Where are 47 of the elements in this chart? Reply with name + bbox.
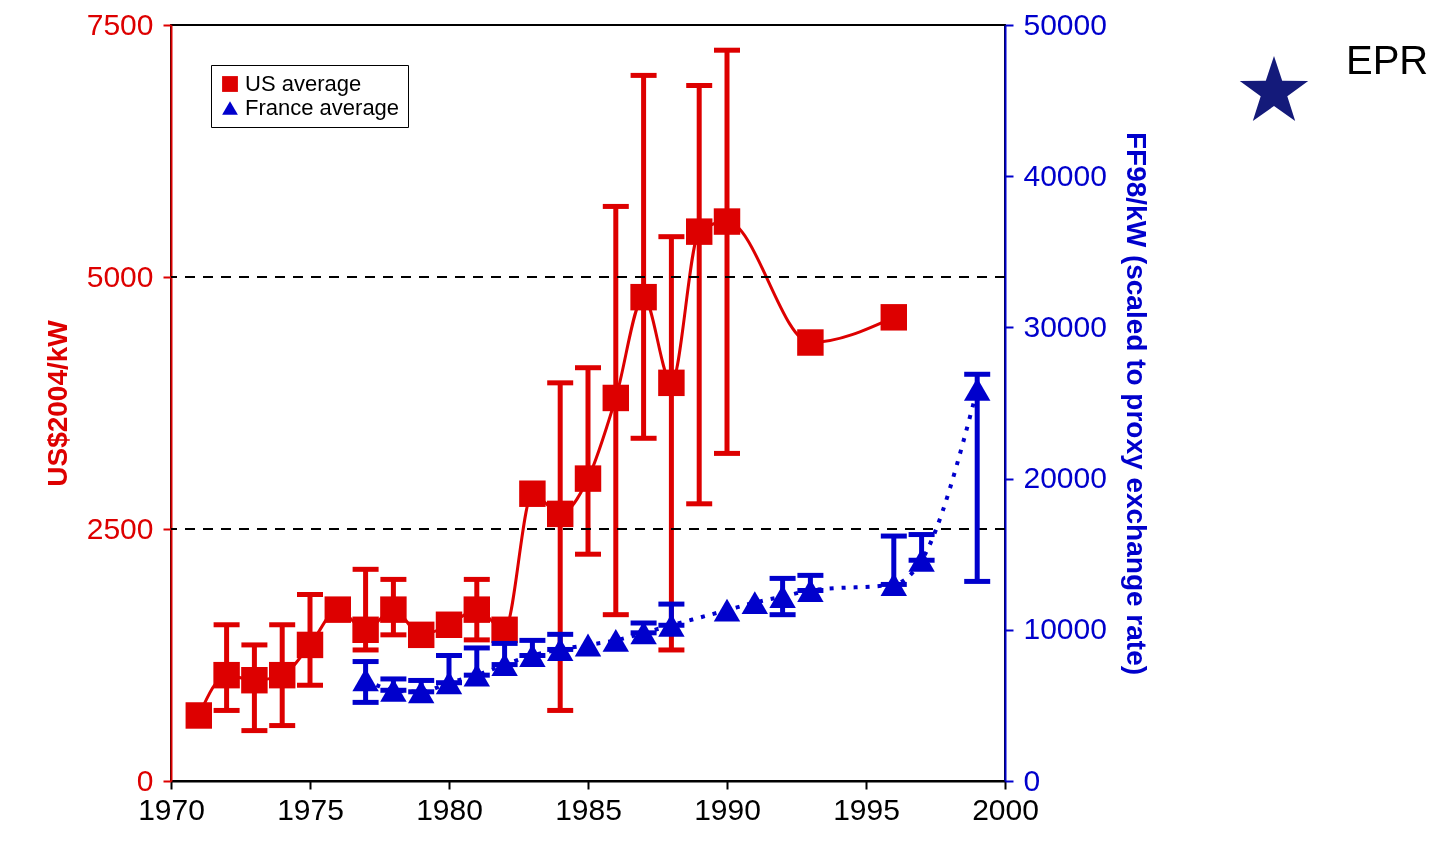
point — [713, 208, 741, 235]
point — [741, 591, 769, 615]
point — [519, 480, 546, 507]
y-tick-label: 7500 — [86, 7, 154, 41]
point — [658, 369, 685, 397]
y2-tick-label: 30000 — [1023, 309, 1107, 343]
point — [713, 598, 741, 622]
y2-tick-label: 20000 — [1023, 461, 1107, 495]
point — [380, 596, 407, 623]
x-tick-label: 1995 — [833, 792, 900, 826]
point — [574, 633, 602, 657]
point — [352, 616, 379, 644]
x-tick-label: 1980 — [416, 792, 483, 826]
point — [797, 579, 824, 602]
point — [546, 500, 574, 528]
y2-tick-label: 10000 — [1023, 612, 1107, 646]
point — [213, 661, 240, 689]
y2-axis-title: FF98/kW (scaled to proxy exchange rate) — [1120, 131, 1152, 676]
point — [352, 668, 379, 692]
point — [268, 661, 296, 689]
point — [407, 621, 435, 649]
x-tick-label: 1975 — [277, 792, 344, 826]
y-tick-label: 2500 — [86, 511, 154, 545]
y2-tick-label: 40000 — [1023, 158, 1107, 192]
y2-tick-label: 50000 — [1023, 7, 1107, 41]
x-tick-label: 1985 — [555, 792, 622, 826]
point — [491, 653, 518, 677]
text: EPR — [1346, 38, 1429, 83]
point — [602, 628, 630, 652]
point — [324, 596, 352, 623]
x-tick-label: 1990 — [694, 792, 761, 826]
point — [797, 329, 824, 356]
point — [769, 585, 796, 608]
point — [463, 596, 491, 623]
y-axis-title: US$2004/kW — [41, 319, 73, 487]
point — [880, 304, 908, 331]
legend-label: US average — [245, 71, 362, 96]
point — [630, 283, 657, 311]
point — [241, 666, 268, 694]
y-tick-label: 5000 — [86, 259, 154, 293]
legend-label: France average — [245, 95, 400, 120]
point — [574, 465, 602, 492]
point — [602, 384, 630, 412]
point — [435, 611, 463, 638]
point — [296, 631, 324, 659]
point — [685, 218, 713, 245]
point — [185, 702, 213, 729]
